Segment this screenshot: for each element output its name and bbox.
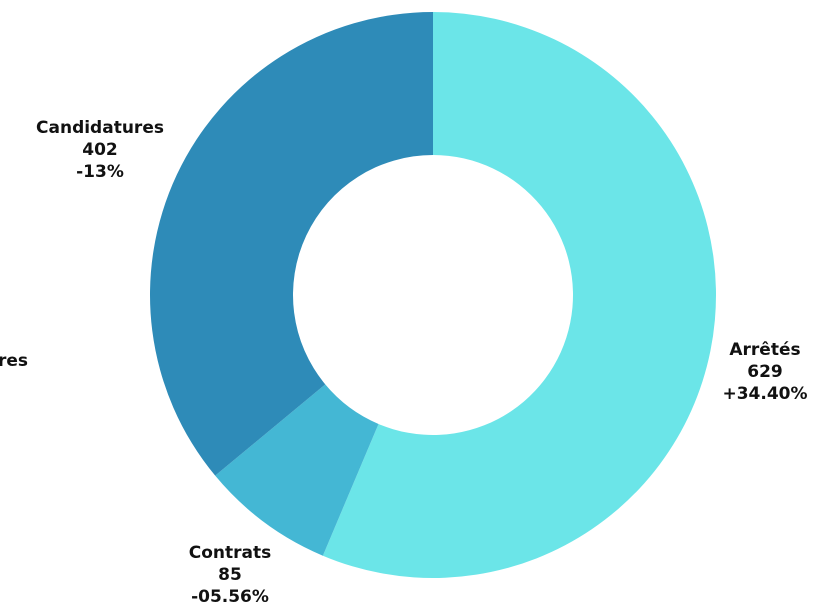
slice-value-contrats: 85 xyxy=(218,565,242,585)
donut-slice-candidatures xyxy=(150,12,433,476)
slice-name-contrats: Contrats xyxy=(188,543,272,563)
slice-change-candidatures: -13% xyxy=(76,162,124,182)
slice-change-contrats: -05.56% xyxy=(191,587,269,607)
slice-name-candidatures: Candidatures xyxy=(36,118,164,138)
slice-label-contrats: Contrats 85 -05.56% xyxy=(170,542,290,608)
slice-value-candidatures: 402 xyxy=(82,140,118,160)
slice-value-arretes: 629 xyxy=(747,362,783,382)
clipped-label: res xyxy=(0,350,38,372)
slice-label-candidatures: Candidatures 402 -13% xyxy=(20,117,180,183)
donut-slice-contrats xyxy=(215,384,379,556)
slice-change-arretes: +34.40% xyxy=(722,384,808,404)
slice-label-arretes: Arrêtés 629 +34.40% xyxy=(713,339,817,405)
donut-slice-arretes xyxy=(322,12,716,579)
clipped-label-text: res xyxy=(0,351,29,371)
slice-name-arretes: Arrêtés xyxy=(729,340,801,360)
